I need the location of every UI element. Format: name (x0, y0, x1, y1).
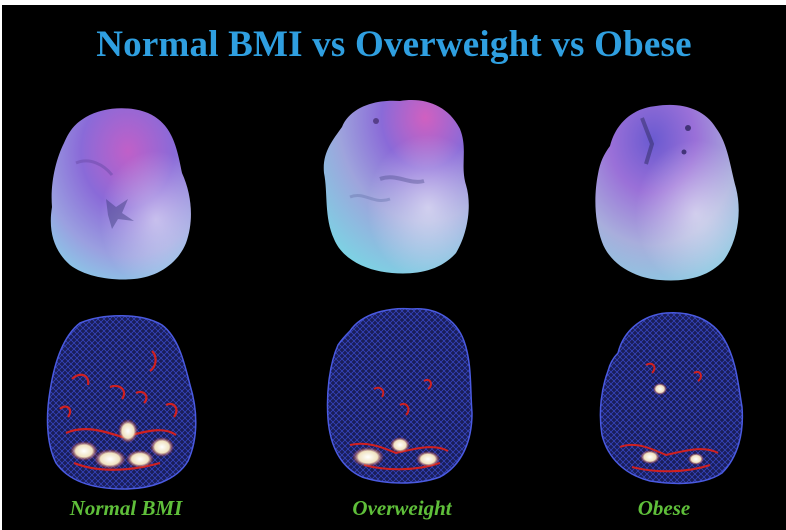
figure-title: Normal BMI vs Overweight vs Obese (96, 24, 692, 65)
surface-render-obese (595, 104, 739, 281)
mesh-render-obese (599, 311, 744, 485)
figure: Normal BMI vs Overweight vs Obese (2, 5, 786, 530)
caption-normal-bmi: Normal BMI (69, 496, 183, 520)
caption-obese: Obese (637, 496, 691, 520)
caption-overweight: Overweight (352, 496, 452, 520)
surface-render-normal-bmi (50, 108, 191, 280)
mesh-render-normal-bmi (46, 315, 197, 490)
mesh-render-overweight (326, 307, 473, 484)
surface-render-overweight (323, 100, 469, 274)
